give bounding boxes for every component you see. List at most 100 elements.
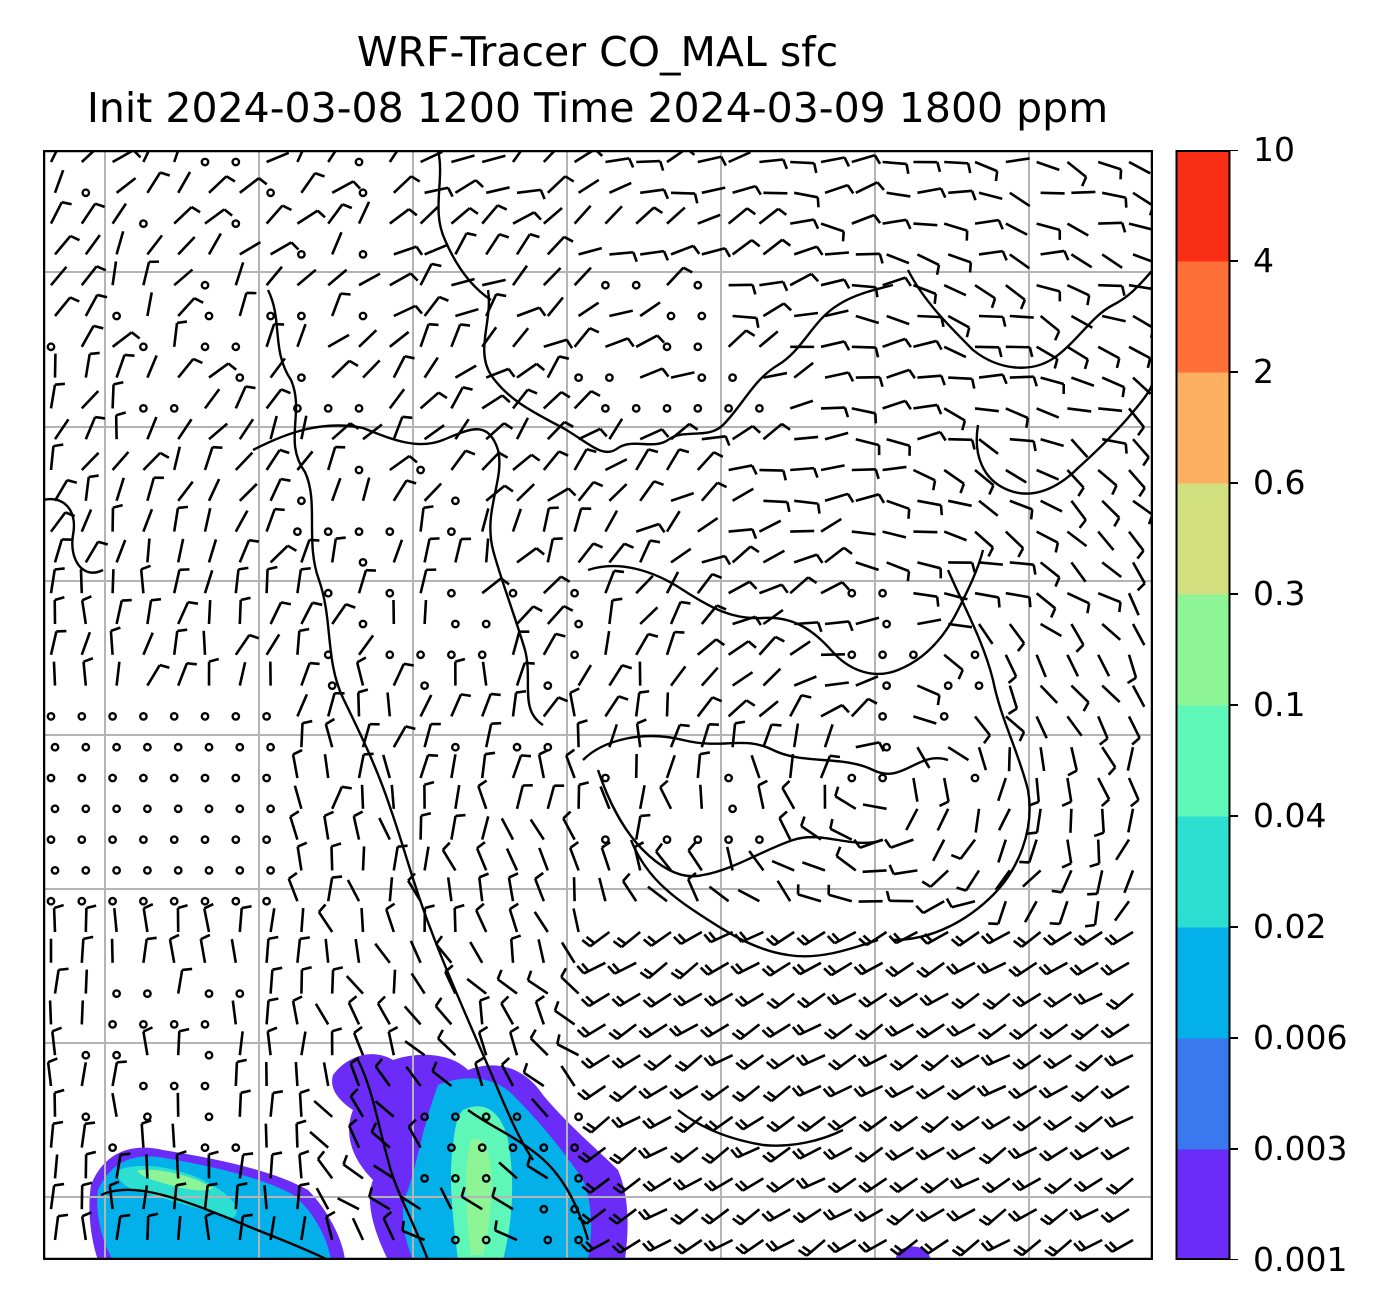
wind-barb bbox=[450, 813, 466, 840]
wind-barb bbox=[946, 1146, 976, 1161]
calm-wind-circle bbox=[354, 465, 364, 475]
wind-barb bbox=[577, 664, 593, 687]
colorbar-segment bbox=[1175, 261, 1231, 373]
calm-wind-circle bbox=[508, 588, 518, 598]
wind-barb bbox=[978, 314, 1007, 327]
wind-barb bbox=[269, 966, 283, 994]
calm-wind-circle bbox=[539, 1143, 549, 1152]
wind-barb bbox=[862, 869, 887, 874]
wind-barb bbox=[639, 301, 661, 318]
calm-wind-circle bbox=[450, 1235, 460, 1245]
calm-wind-circle bbox=[81, 1050, 91, 1060]
calm-wind-circle bbox=[200, 896, 210, 906]
wind-barb bbox=[546, 296, 564, 317]
wind-barb bbox=[643, 1054, 672, 1072]
calm-wind-circle bbox=[204, 1112, 214, 1122]
wind-barb bbox=[542, 506, 559, 532]
wind-barb bbox=[699, 784, 704, 809]
calm-wind-circle bbox=[847, 650, 857, 660]
wind-barb bbox=[862, 803, 887, 811]
wind-barb bbox=[666, 206, 686, 225]
wind-barb bbox=[1098, 283, 1126, 296]
wind-barb bbox=[794, 311, 819, 318]
wind-barb bbox=[669, 665, 687, 687]
wind-barb bbox=[511, 508, 523, 533]
wind-barb bbox=[423, 599, 428, 625]
wind-barb bbox=[1040, 499, 1063, 513]
calm-wind-circle bbox=[143, 804, 152, 814]
wind-barb bbox=[455, 307, 479, 318]
wind-barb bbox=[609, 250, 638, 263]
calm-wind-circle bbox=[570, 588, 579, 598]
wind-barb bbox=[542, 450, 569, 471]
wind-barb bbox=[884, 1023, 915, 1037]
wind-barb bbox=[796, 930, 826, 946]
wind-barb bbox=[52, 903, 65, 933]
wind-barb bbox=[791, 1084, 822, 1097]
wind-barb bbox=[296, 566, 311, 594]
wind-barb bbox=[168, 933, 180, 964]
wind-barb bbox=[542, 267, 562, 287]
wind-barb bbox=[697, 213, 721, 225]
wind-barb bbox=[950, 1115, 980, 1132]
wind-barb bbox=[423, 722, 441, 748]
calm-wind-circle bbox=[143, 742, 152, 752]
wind-barb bbox=[824, 681, 849, 687]
wind-barb bbox=[393, 245, 424, 256]
wind-barb bbox=[956, 869, 981, 892]
wind-barb bbox=[608, 1084, 638, 1103]
wind-barb bbox=[1036, 468, 1060, 481]
wind-barb bbox=[853, 838, 884, 849]
wind-barb bbox=[111, 503, 123, 532]
wind-barb bbox=[324, 1210, 336, 1241]
wind-barb bbox=[481, 278, 506, 287]
calm-wind-circle bbox=[512, 1112, 522, 1122]
wind-barb bbox=[600, 841, 611, 871]
wind-barb bbox=[269, 1216, 276, 1241]
wind-barb bbox=[1104, 1238, 1134, 1253]
wind-barb bbox=[1132, 376, 1152, 395]
wind-barb bbox=[207, 599, 212, 625]
wind-barb bbox=[919, 930, 949, 945]
wind-barb bbox=[639, 606, 659, 625]
wind-barb bbox=[142, 1026, 154, 1056]
wind-barb bbox=[827, 1177, 857, 1194]
calm-wind-circle bbox=[266, 188, 276, 198]
colorbar-tick-label: 0.3 bbox=[1253, 574, 1306, 613]
calm-wind-circle bbox=[574, 373, 583, 383]
wind-barb bbox=[481, 394, 511, 410]
wind-barb bbox=[300, 965, 312, 994]
wind-barb bbox=[765, 930, 795, 947]
wind-barb bbox=[238, 418, 255, 440]
wind-barb bbox=[1132, 314, 1153, 339]
wind-barb bbox=[480, 816, 490, 840]
wind-barb bbox=[1007, 1208, 1038, 1222]
wind-barb bbox=[608, 542, 635, 564]
wind-barb bbox=[1128, 160, 1151, 175]
wind-barb bbox=[778, 810, 792, 841]
wind-barb bbox=[1101, 499, 1121, 528]
wind-barb bbox=[114, 411, 127, 440]
wind-barb bbox=[454, 537, 472, 563]
wind-barb bbox=[947, 314, 971, 338]
wind-barb bbox=[997, 839, 1008, 863]
wind-barb bbox=[330, 477, 342, 502]
wind-barb bbox=[374, 1057, 391, 1087]
wind-barb bbox=[1089, 839, 1101, 868]
wind-barb bbox=[639, 480, 664, 502]
calm-wind-circle bbox=[970, 650, 980, 660]
wind-barb bbox=[888, 930, 919, 945]
wind-barb bbox=[512, 453, 541, 472]
calm-wind-circle bbox=[77, 712, 87, 721]
wind-barb bbox=[980, 930, 1011, 945]
wind-barb bbox=[886, 1208, 915, 1226]
wind-barb bbox=[516, 547, 545, 564]
wind-barb bbox=[977, 746, 988, 771]
wind-barb bbox=[326, 691, 345, 717]
wind-barb bbox=[635, 206, 664, 225]
wind-barb bbox=[330, 536, 346, 563]
wind-barb bbox=[1035, 345, 1059, 369]
wind-barb bbox=[238, 1152, 254, 1179]
wind-barb bbox=[177, 480, 194, 502]
wind-barb bbox=[642, 930, 672, 947]
